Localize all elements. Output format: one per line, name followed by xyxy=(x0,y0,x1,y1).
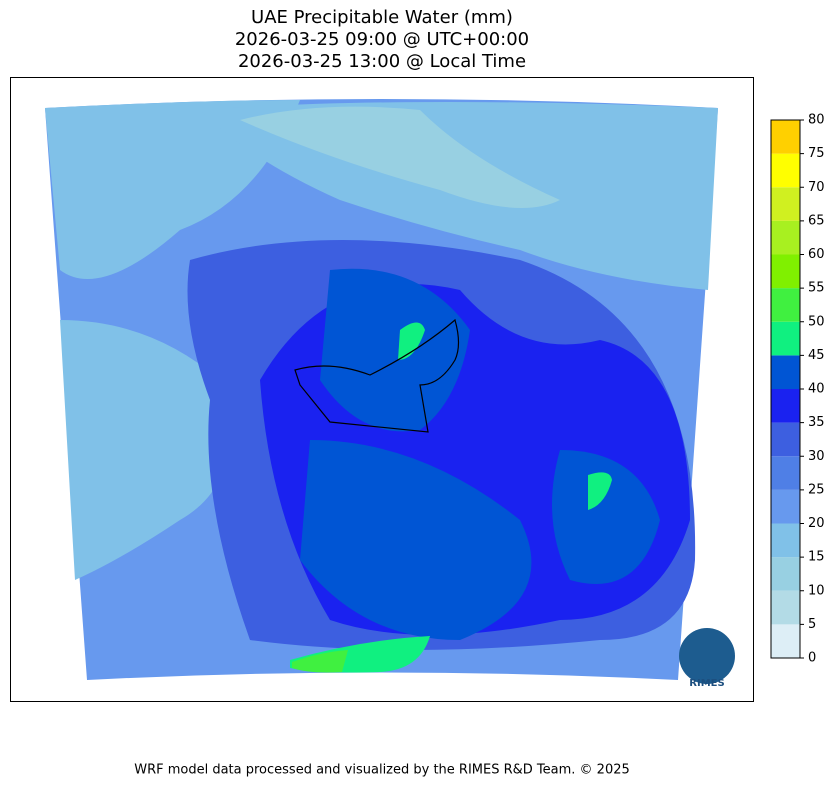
colorbar-segment xyxy=(771,321,800,356)
logo-circle xyxy=(679,628,735,684)
field-40 xyxy=(300,440,532,640)
title: UAE Precipitable Water (mm) xyxy=(251,7,513,28)
tick-label: 50 xyxy=(808,314,825,329)
tick-label: 20 xyxy=(808,516,825,531)
tick-label: 15 xyxy=(808,550,825,565)
tick-label: 5 xyxy=(808,617,816,632)
colorbar-segment xyxy=(771,590,800,625)
colorbar-segment xyxy=(771,220,800,255)
tick-label: 0 xyxy=(808,651,816,666)
subtitle: 2026-03-25 13:00 @ Local Time xyxy=(238,51,526,72)
logo-text: RIMES xyxy=(689,678,724,689)
tick-label: 45 xyxy=(808,348,825,363)
tick-label: 65 xyxy=(808,213,825,228)
colorbar-segment xyxy=(771,288,800,322)
field-15 xyxy=(60,320,229,580)
colorbar-segment xyxy=(771,389,800,423)
footer: WRF model data processed and visualized … xyxy=(134,763,630,778)
tick-label: 55 xyxy=(808,281,825,296)
tick-label: 35 xyxy=(808,415,825,430)
colorbar-segment xyxy=(771,187,800,221)
tick-label: 30 xyxy=(808,449,825,464)
tick-label: 70 xyxy=(808,180,825,195)
colorbar-segment xyxy=(771,355,800,389)
colorbar-segment xyxy=(771,557,800,591)
colorbar-segment xyxy=(771,153,800,188)
map: RIMES xyxy=(45,99,735,689)
field-45 xyxy=(588,472,612,510)
colorbar-segment xyxy=(771,624,800,658)
field-40 xyxy=(320,268,470,432)
field-40 xyxy=(552,450,660,584)
field-15 xyxy=(45,100,300,279)
colorbar-segment xyxy=(771,456,800,490)
colorbar-segment xyxy=(771,422,800,457)
field-50 xyxy=(292,650,348,673)
tick-label: 80 xyxy=(808,113,825,128)
colorbar: 0 5 10 15 20 25 30 35 40 45 50 55 60 65 70 75 80 xyxy=(770,113,825,666)
subtitle: 2026-03-25 09:00 @ UTC+00:00 xyxy=(235,29,529,50)
colorbar-segment xyxy=(771,489,800,524)
tick-label: 10 xyxy=(808,583,825,598)
colorbar-segment xyxy=(771,254,800,289)
field-10 xyxy=(240,106,560,208)
tick-label: 25 xyxy=(808,482,825,497)
colorbar-segment xyxy=(771,523,800,558)
tick-label: 75 xyxy=(808,146,825,161)
colorbar-segment xyxy=(771,120,800,154)
uae-border xyxy=(294,318,460,433)
tick-label: 60 xyxy=(808,247,825,262)
field-45 xyxy=(398,322,425,360)
tick-label: 40 xyxy=(808,382,825,397)
